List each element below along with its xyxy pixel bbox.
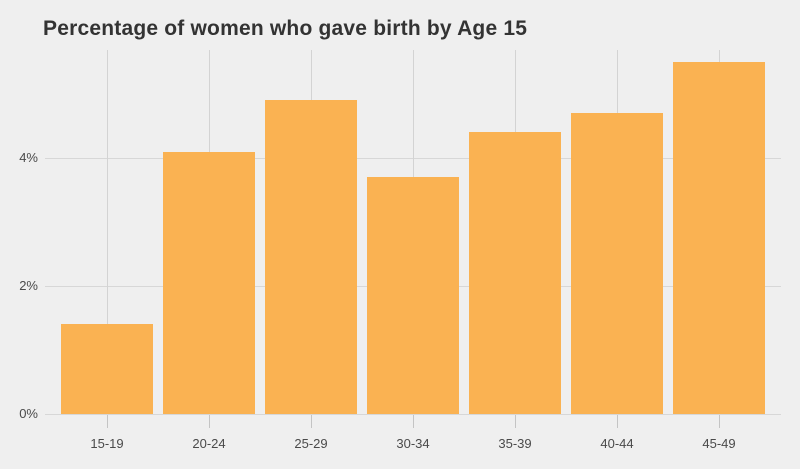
x-axis-tick-mark: [413, 415, 414, 428]
y-axis-tick-label: 2%: [19, 278, 38, 293]
x-axis-tick-mark: [107, 415, 108, 428]
chart-title: Percentage of women who gave birth by Ag…: [43, 17, 528, 40]
bar-45-49[interactable]: [673, 62, 765, 414]
y-gridline-0pct: [45, 414, 781, 415]
bar-25-29[interactable]: [265, 100, 357, 414]
x-axis-tick-mark: [719, 415, 720, 428]
x-axis-tick-label: 30-34: [396, 436, 430, 451]
x-axis-tick-mark: [617, 415, 618, 428]
y-axis-tick-label: 4%: [19, 150, 38, 165]
x-axis-tick-label: 45-49: [702, 436, 736, 451]
x-axis-tick-label: 35-39: [498, 436, 532, 451]
bar-30-34[interactable]: [367, 177, 459, 414]
bar-40-44[interactable]: [571, 113, 663, 414]
bar-35-39[interactable]: [469, 132, 561, 414]
x-axis-tick-label: 15-19: [90, 436, 124, 451]
x-axis-tick-mark: [209, 415, 210, 428]
x-axis-tick-label: 25-29: [294, 436, 328, 451]
y-axis-tick-label: 0%: [19, 406, 38, 421]
x-axis-tick-label: 20-24: [192, 436, 226, 451]
x-axis-tick-mark: [515, 415, 516, 428]
bar-20-24[interactable]: [163, 152, 255, 414]
bar-15-19[interactable]: [61, 324, 153, 414]
x-axis-tick-label: 40-44: [600, 436, 634, 451]
x-axis-tick-mark: [311, 415, 312, 428]
x-gridline-15-19: [107, 50, 108, 414]
